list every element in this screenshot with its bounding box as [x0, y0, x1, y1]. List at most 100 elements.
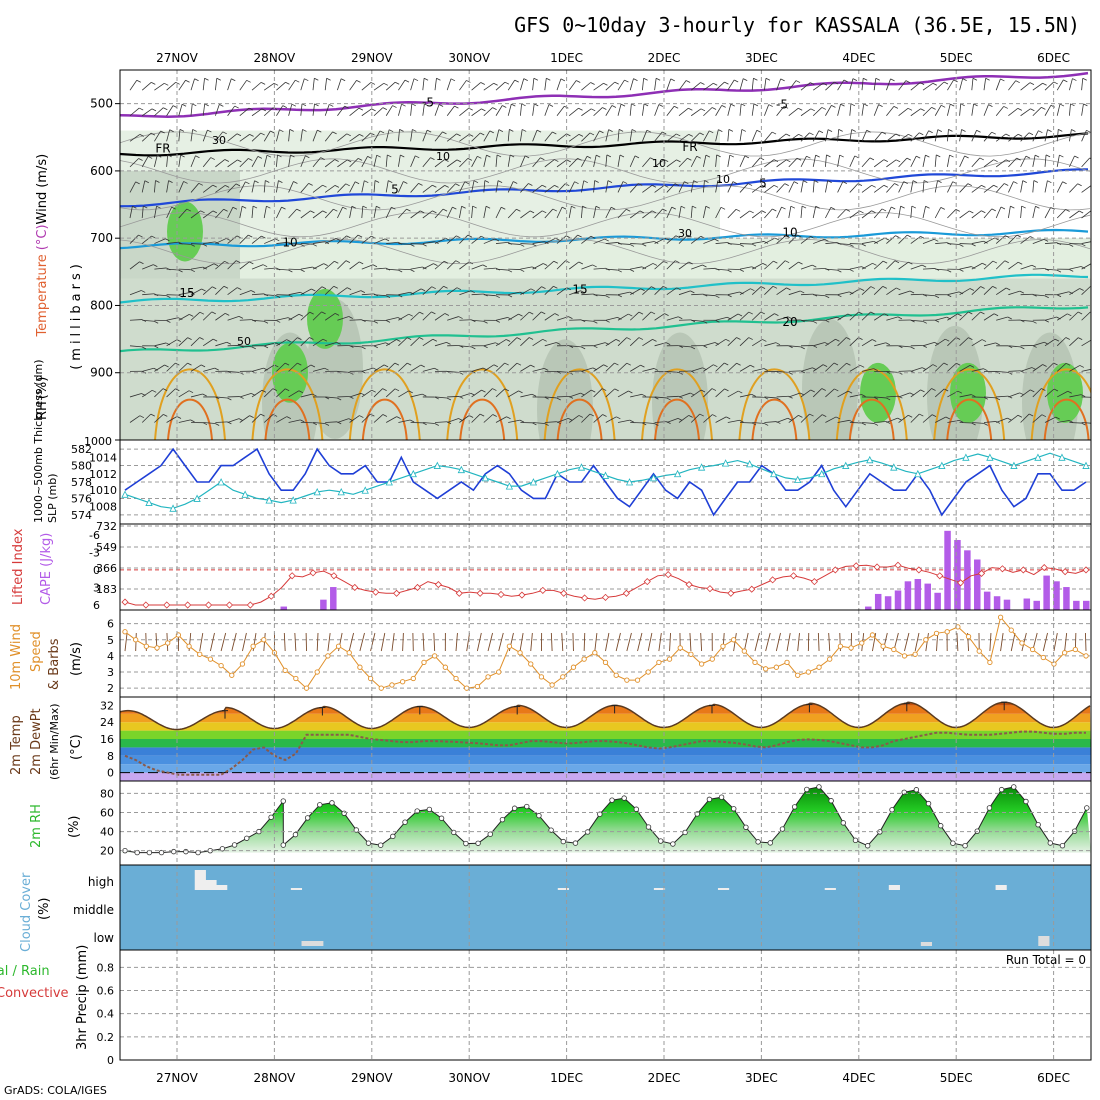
wind-barb-flag	[972, 77, 978, 81]
wind-speed-point	[538, 674, 545, 680]
wind-barb	[337, 418, 349, 423]
wind-barb-flag	[1025, 155, 1031, 159]
wind-barb	[447, 316, 459, 321]
temp-tick-32: 32	[100, 699, 114, 712]
wind-barb-flag	[995, 421, 1001, 424]
wind-barb	[178, 181, 184, 193]
wind-barb	[922, 206, 926, 219]
wind-barb-flag	[546, 77, 551, 81]
wind-barb	[1081, 263, 1091, 270]
wind-barb-flag	[358, 107, 364, 111]
wind-barb-flag	[1055, 416, 1060, 420]
wind-barb-flag	[751, 266, 756, 270]
wind-speed-point	[944, 629, 950, 635]
wind-barb	[446, 235, 457, 244]
wind-barb-flag	[973, 103, 978, 107]
wind-barb	[325, 421, 338, 423]
wind-barb	[178, 419, 191, 423]
wind-barb	[947, 181, 954, 193]
lifted-index-point	[246, 601, 254, 609]
wind-barb-flag	[626, 337, 631, 340]
wind-barb-flag	[359, 134, 364, 137]
wind-barb-flag	[171, 206, 176, 210]
wind-barb-flag	[1003, 106, 1008, 109]
wind-barb-flag	[438, 104, 444, 107]
wind-barb-flag	[699, 413, 704, 417]
wind-barb	[947, 154, 950, 167]
wind-barb-flag	[1033, 180, 1039, 183]
wind-barb-flag	[796, 157, 802, 161]
ylabel-2m-temp: 2m Temp	[9, 715, 24, 775]
wind-barb-flag	[495, 319, 500, 323]
wind-barb-flag	[195, 155, 200, 159]
wind-barb	[642, 368, 655, 372]
wind-barb-flag	[275, 238, 280, 242]
wind-speed-point	[239, 661, 246, 667]
wind-barb	[508, 419, 521, 423]
wind-barb-flag	[351, 205, 357, 209]
wind-barb-flag	[342, 206, 347, 210]
lifted-index-point	[142, 601, 150, 609]
wind-barb	[727, 129, 730, 142]
wind-barb	[251, 82, 262, 91]
wind-barb	[141, 413, 152, 423]
wind-barb	[617, 154, 621, 167]
ytick-label-500: 500	[90, 97, 113, 111]
wind-barb	[507, 154, 511, 167]
wind-barb-flag	[739, 291, 744, 295]
wind-barb	[483, 238, 496, 244]
wind-barb-flag	[164, 364, 169, 368]
wind-barb-flag	[870, 286, 876, 289]
wind-barb	[398, 313, 409, 321]
wind-speed-point	[1061, 650, 1068, 656]
wind-barb	[520, 183, 529, 193]
wind-speed-point	[1008, 627, 1014, 633]
wind-barb	[971, 286, 981, 295]
wind-barb	[776, 159, 787, 168]
wind-speed-point	[389, 682, 395, 688]
wind-barb-flag	[324, 367, 329, 371]
wind-barb-flag	[541, 286, 546, 290]
wind-barb-flag	[496, 154, 502, 158]
wind-barb-flag	[690, 290, 695, 294]
wind-barb	[1057, 390, 1068, 398]
wind-barb	[629, 78, 634, 91]
wind-barb-flag	[1030, 108, 1035, 112]
wind-barb-flag	[653, 368, 659, 371]
wind-barb-flag	[883, 184, 889, 188]
wind-barb-flag	[495, 295, 500, 299]
panel-frame-4	[119, 696, 1092, 782]
wind-barb	[581, 264, 593, 270]
wind-barb-flag	[605, 295, 610, 299]
wind-barb-flag	[544, 368, 549, 371]
wind-barb-flag	[824, 295, 830, 299]
wind-barb	[203, 263, 215, 270]
wind-barb	[849, 103, 852, 116]
wind-barb	[337, 105, 345, 116]
wind-barb-flag	[641, 393, 647, 397]
wind-barb	[752, 368, 764, 372]
wind-barb-flag	[1062, 181, 1067, 185]
wind-barb-flag	[1007, 316, 1012, 320]
wind-barb	[410, 129, 413, 142]
wind-barb-flag	[434, 423, 439, 426]
wind-barb-flag	[699, 132, 704, 136]
wind-barb	[727, 181, 734, 193]
wind-barb	[373, 238, 386, 244]
wind-barb	[410, 364, 421, 372]
wind-barb-flag	[833, 362, 839, 366]
wind-barb	[568, 80, 577, 91]
wind-barb	[300, 337, 310, 347]
wind-barb-flag	[245, 181, 250, 185]
panel-precip: 00.20.40.60.8 Total / Rain Convective 3h…	[0, 945, 1091, 1067]
wind-barb	[215, 104, 220, 116]
wind-barb	[398, 154, 401, 167]
wind-barb-flag	[565, 183, 570, 187]
wind-barb	[483, 107, 493, 117]
wind-speed-point	[528, 661, 534, 667]
wind-barb	[434, 159, 445, 168]
wind-barb-flag	[981, 339, 987, 342]
wind-barb	[886, 183, 895, 193]
